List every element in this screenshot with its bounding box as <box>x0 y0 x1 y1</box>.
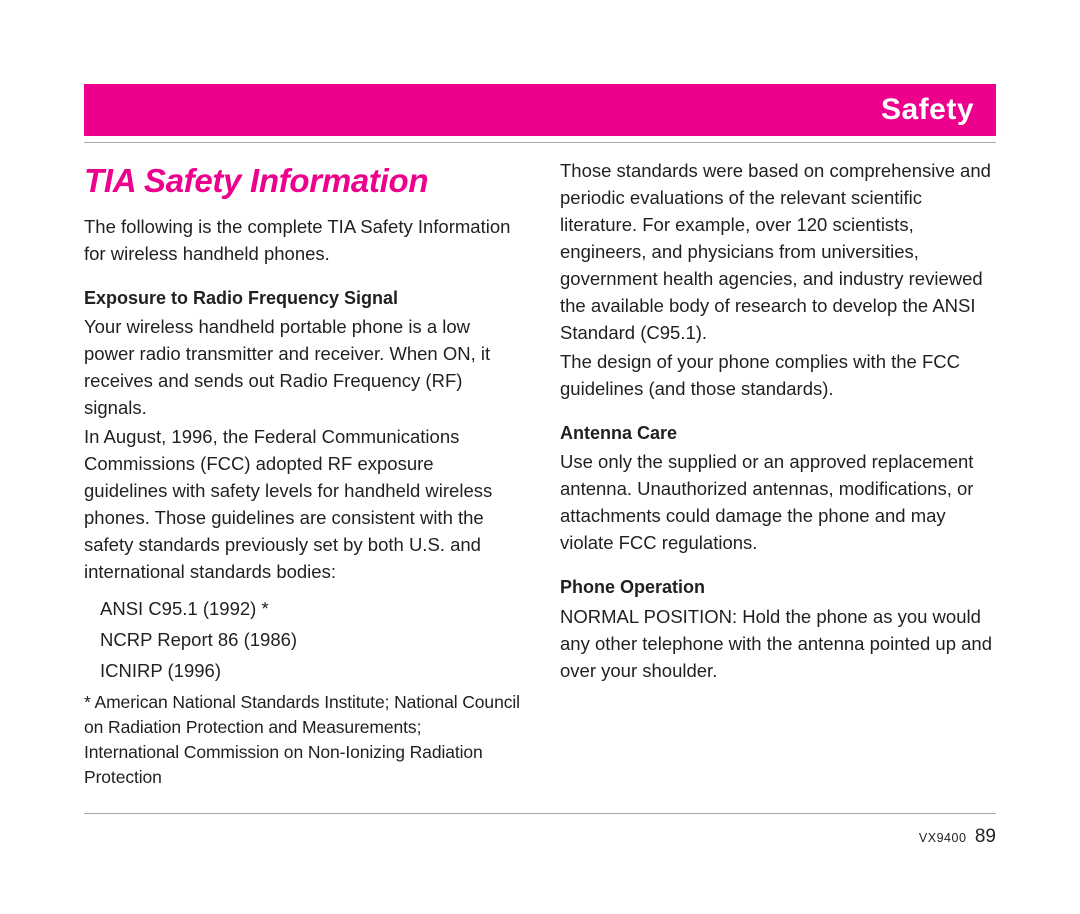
standards-context-p2: The design of your phone complies with t… <box>560 348 996 402</box>
standard-ansi: ANSI C95.1 (1992) * <box>100 595 520 622</box>
standard-ncrp: NCRP Report 86 (1986) <box>100 626 520 653</box>
manual-page: Safety TIA Safety Information The follow… <box>0 0 1080 914</box>
standards-list: ANSI C95.1 (1992) * NCRP Report 86 (1986… <box>100 595 520 684</box>
footer-page-number: 89 <box>975 826 996 847</box>
subhead-antenna: Antenna Care <box>560 420 996 446</box>
header-title: Safety <box>881 93 974 127</box>
footer-model: VX9400 <box>919 831 966 845</box>
subhead-phoneop: Phone Operation <box>560 574 996 600</box>
phoneop-p: NORMAL POSITION: Hold the phone as you w… <box>560 603 996 684</box>
standards-footnote: * American National Standards Institute;… <box>84 690 520 789</box>
rule-top <box>84 142 996 143</box>
intro-paragraph: The following is the complete TIA Safety… <box>84 213 520 267</box>
left-column: TIA Safety Information The following is … <box>84 157 520 790</box>
exposure-p1: Your wireless handheld portable phone is… <box>84 313 520 421</box>
header-band: Safety <box>84 84 996 136</box>
exposure-p2: In August, 1996, the Federal Communicati… <box>84 423 520 585</box>
right-column: Those standards were based on comprehens… <box>560 157 996 790</box>
content-columns: TIA Safety Information The following is … <box>84 157 996 790</box>
standard-icnirp: ICNIRP (1996) <box>100 657 520 684</box>
section-title: TIA Safety Information <box>84 157 520 205</box>
rule-bottom <box>84 813 996 814</box>
subhead-exposure: Exposure to Radio Frequency Signal <box>84 285 520 311</box>
page-footer: VX9400 89 <box>919 826 996 848</box>
standards-context-p1: Those standards were based on comprehens… <box>560 157 996 346</box>
antenna-p: Use only the supplied or an approved rep… <box>560 448 996 556</box>
